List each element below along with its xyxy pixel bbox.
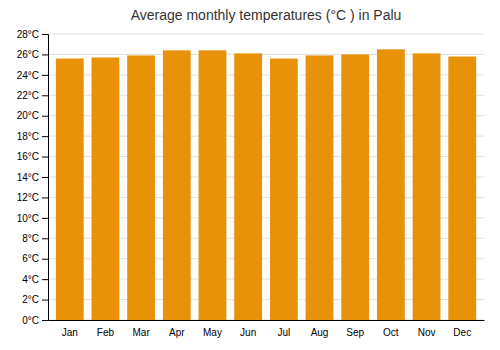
y-tick-label: 18°C [17, 131, 39, 142]
y-tick: 2°C [22, 294, 48, 305]
bar [163, 50, 191, 320]
x-tick: Oct [383, 327, 399, 338]
x-axis-line [49, 320, 485, 321]
bar [413, 53, 441, 320]
y-tick-mark [42, 279, 48, 280]
y-tick-mark [42, 34, 48, 35]
x-tick-label: Sep [346, 327, 364, 338]
y-tick-label: 28°C [17, 29, 39, 40]
x-tick-label: Dec [453, 327, 471, 338]
grid [48, 34, 484, 320]
x-tick: Dec [453, 327, 471, 338]
x-tick: Jul [277, 327, 290, 338]
y-tick: 24°C [17, 70, 48, 81]
x-tick-label: Nov [418, 327, 436, 338]
x-tick: Mar [133, 327, 151, 338]
y-tick: 20°C [17, 110, 48, 121]
y-tick-label: 24°C [17, 70, 39, 81]
y-tick-label: 0°C [22, 315, 39, 326]
bar [306, 55, 334, 320]
y-tick-mark [42, 136, 48, 137]
y-tick-label: 14°C [17, 172, 39, 183]
x-tick: Apr [169, 327, 185, 338]
x-tick: May [203, 327, 222, 338]
y-tick-label: 8°C [22, 233, 39, 244]
bar [270, 59, 298, 320]
y-tick: 22°C [17, 90, 48, 101]
bar [199, 50, 227, 320]
bar [234, 53, 262, 320]
x-tick-label: Jul [277, 327, 290, 338]
x-tick: Jan [62, 327, 78, 338]
y-tick-mark [42, 238, 48, 239]
grid-line [48, 34, 484, 35]
bar [448, 56, 476, 320]
x-tick-label: Oct [383, 327, 399, 338]
y-tick: 0°C [22, 315, 48, 326]
y-tick: 12°C [17, 192, 48, 203]
bar [341, 54, 369, 320]
bar [92, 57, 120, 320]
bars [56, 49, 476, 320]
y-tick-mark [42, 259, 48, 260]
x-tick: Nov [418, 327, 436, 338]
y-tick-mark [42, 95, 48, 96]
y-tick-label: 10°C [17, 213, 39, 224]
x-tick: Jun [240, 327, 256, 338]
y-tick-label: 26°C [17, 49, 39, 60]
bar [127, 55, 155, 320]
y-tick: 28°C [17, 29, 48, 40]
y-tick: 26°C [17, 49, 48, 60]
x-tick-label: May [203, 327, 222, 338]
y-tick-label: 12°C [17, 192, 39, 203]
y-tick-label: 20°C [17, 110, 39, 121]
y-tick-label: 6°C [22, 253, 39, 264]
y-axis-line [42, 35, 49, 321]
y-tick-mark [42, 300, 48, 301]
y-tick: 18°C [17, 131, 48, 142]
x-tick: Sep [346, 327, 364, 338]
x-tick-label: Jun [240, 327, 256, 338]
x-axis: Jan Feb Mar Apr May Jun Jul Aug Sep Oct Nov Dec [49, 321, 485, 339]
y-tick-mark [42, 177, 48, 178]
y-tick: 4°C [22, 274, 48, 285]
plot: 0°C 2°C 4°C 6°C 8°C 10°C 12°C 14°C 16°C 18°C 20°C 2… [17, 29, 485, 338]
x-tick-label: Feb [97, 327, 115, 338]
bar [56, 59, 84, 320]
bar [377, 49, 405, 320]
y-tick-mark [42, 218, 48, 219]
y-tick-mark [42, 157, 48, 158]
y-tick: 8°C [22, 233, 48, 244]
y-axis: 0°C 2°C 4°C 6°C 8°C 10°C 12°C 14°C 16°C 18°C 20°C 2… [17, 29, 49, 326]
y-tick-mark [42, 116, 48, 117]
y-tick-mark [42, 320, 48, 321]
y-tick: 6°C [22, 253, 48, 264]
x-tick-label: Mar [133, 327, 151, 338]
y-tick-label: 22°C [17, 90, 39, 101]
y-tick: 14°C [17, 172, 48, 183]
y-tick: 16°C [17, 151, 48, 162]
x-tick-label: Apr [169, 327, 185, 338]
y-tick-label: 2°C [22, 294, 39, 305]
y-tick-mark [42, 75, 48, 76]
y-tick-mark [42, 54, 48, 55]
y-tick-mark [42, 197, 48, 198]
y-tick-label: 16°C [17, 151, 39, 162]
x-tick: Feb [97, 327, 115, 338]
x-tick-label: Aug [311, 327, 329, 338]
x-tick-label: Jan [62, 327, 78, 338]
x-tick: Aug [311, 327, 329, 338]
chart: 0°C 2°C 4°C 6°C 8°C 10°C 12°C 14°C 16°C 18°C 20°C 2… [0, 0, 500, 350]
y-tick: 10°C [17, 213, 48, 224]
y-tick-label: 4°C [22, 274, 39, 285]
title: Average monthly temperatures (°C ) in Pa… [131, 7, 402, 23]
